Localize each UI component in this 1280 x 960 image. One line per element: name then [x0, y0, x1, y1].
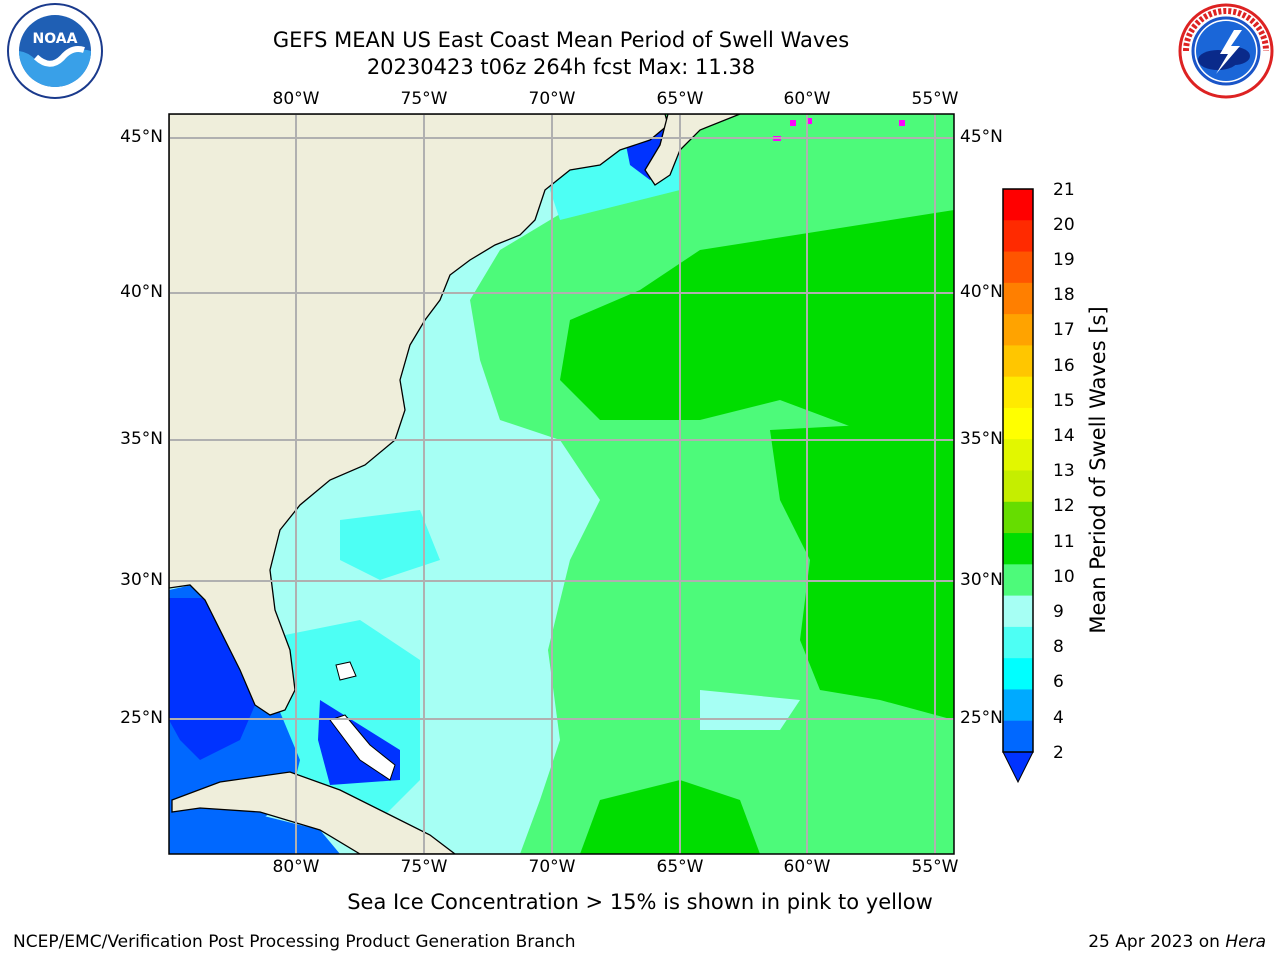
colorbar-segment: [1003, 595, 1033, 628]
sea-ice-mark: [899, 120, 905, 126]
colorbar-tick: 11: [1053, 532, 1075, 552]
map-title: GEFS MEAN US East Coast Mean Period of S…: [272, 28, 850, 52]
graticule: [169, 114, 954, 854]
lat-tick-left: 30°N: [120, 570, 163, 590]
footer-date: 25 Apr 2023 on Hera: [1088, 932, 1266, 952]
colorbar-tick: 13: [1053, 461, 1075, 481]
colorbar-tick: 19: [1053, 250, 1075, 270]
lon-tick-top: 65°W: [656, 89, 704, 109]
colorbar-segment: [1003, 470, 1033, 503]
map-frame: [168, 113, 955, 855]
colorbar-segment: [1003, 189, 1033, 221]
map-subtitle: 20230423 t06z 264h fcst Max: 11.38: [366, 55, 756, 79]
svg-text:NOAA: NOAA: [33, 31, 78, 47]
colorbar-tick: 10: [1053, 567, 1075, 587]
footer-host: Hera: [1225, 932, 1266, 952]
lon-tick-bottom: 80°W: [272, 857, 320, 877]
lat-tick-right: 35°N: [960, 429, 1003, 449]
nws-logo: [1176, 2, 1276, 104]
lat-tick-left: 25°N: [120, 708, 163, 728]
colorbar-segment: [1003, 251, 1033, 284]
swell-region-10-11-south: [580, 780, 760, 854]
colorbar-tick: 16: [1053, 356, 1075, 376]
swell-region-caribbean: [169, 800, 340, 854]
colorbar-segment: [1003, 689, 1033, 722]
colorbar-segment: [1003, 626, 1033, 659]
lon-tick-bottom: 60°W: [783, 857, 831, 877]
canada-land: [644, 114, 741, 186]
sea-ice-mark: [790, 120, 796, 126]
lon-tick-top: 60°W: [783, 89, 831, 109]
colorbar-tick: 14: [1053, 426, 1075, 446]
footer-date-text: 25 Apr 2023 on: [1088, 932, 1220, 952]
colorbar-tick: 18: [1053, 285, 1075, 305]
colorbar-segment: [1003, 501, 1033, 534]
sea-ice-note: Sea Ice Concentration > 15% is shown in …: [347, 890, 933, 914]
colorbar-tick: 12: [1053, 496, 1075, 516]
colorbar-segment: [1003, 720, 1033, 753]
colorbar-tick: 20: [1053, 215, 1075, 235]
colorbar-tick: 21: [1053, 180, 1075, 200]
colorbar: [1002, 188, 1034, 784]
lat-tick-right: 30°N: [960, 570, 1003, 590]
colorbar-segment: [1003, 376, 1033, 409]
us-land: [169, 114, 669, 716]
lon-tick-bottom: 55°W: [911, 857, 959, 877]
bahamas-islands: [335, 661, 357, 681]
noaa-logo: NOAA: [6, 2, 104, 104]
swell-region-6-8-a: [340, 510, 440, 580]
colorbar-segment: [1003, 220, 1033, 253]
lon-tick-top: 55°W: [911, 89, 959, 109]
colorbar-extend-min: [1002, 751, 1034, 784]
colorbar-tick: 2: [1053, 743, 1064, 763]
colorbar-tick: 4: [1053, 708, 1064, 728]
lat-tick-right: 40°N: [960, 282, 1003, 302]
lon-tick-top: 80°W: [272, 89, 320, 109]
lon-tick-top: 70°W: [528, 89, 576, 109]
colorbar-tick: 17: [1053, 320, 1075, 340]
footer-credit: NCEP/EMC/Verification Post Processing Pr…: [13, 932, 576, 952]
colorbar-segment: [1003, 314, 1033, 346]
colorbar-tick: 9: [1053, 602, 1064, 622]
lon-tick-bottom: 65°W: [656, 857, 704, 877]
colorbar-tick: 6: [1053, 672, 1064, 692]
colorbar-segment: [1003, 564, 1033, 597]
lon-tick-bottom: 70°W: [528, 857, 576, 877]
cuba-land: [171, 771, 457, 854]
colorbar-tick: 15: [1053, 391, 1075, 411]
colorbar-segment: [1003, 533, 1033, 565]
swell-region-10-11-east: [770, 420, 954, 720]
lat-tick-right: 25°N: [960, 708, 1003, 728]
colorbar-segment: [1003, 407, 1033, 440]
colorbar-segment: [1003, 282, 1033, 315]
colorbar-segment: [1003, 439, 1033, 472]
lat-tick-left: 35°N: [120, 429, 163, 449]
lat-tick-right: 45°N: [960, 127, 1003, 147]
lat-tick-left: 45°N: [120, 127, 163, 147]
colorbar-tick: 8: [1053, 637, 1064, 657]
colorbar-frame: [1002, 188, 1034, 753]
colorbar-segment: [1003, 658, 1033, 691]
lon-tick-top: 75°W: [400, 89, 448, 109]
sea-ice-mark: [806, 118, 812, 124]
colorbar-segment: [1003, 345, 1033, 378]
swell-region-10-11-north: [560, 210, 954, 440]
lon-tick-bottom: 75°W: [400, 857, 448, 877]
bahamas-land: [329, 714, 396, 781]
lat-tick-left: 40°N: [120, 282, 163, 302]
